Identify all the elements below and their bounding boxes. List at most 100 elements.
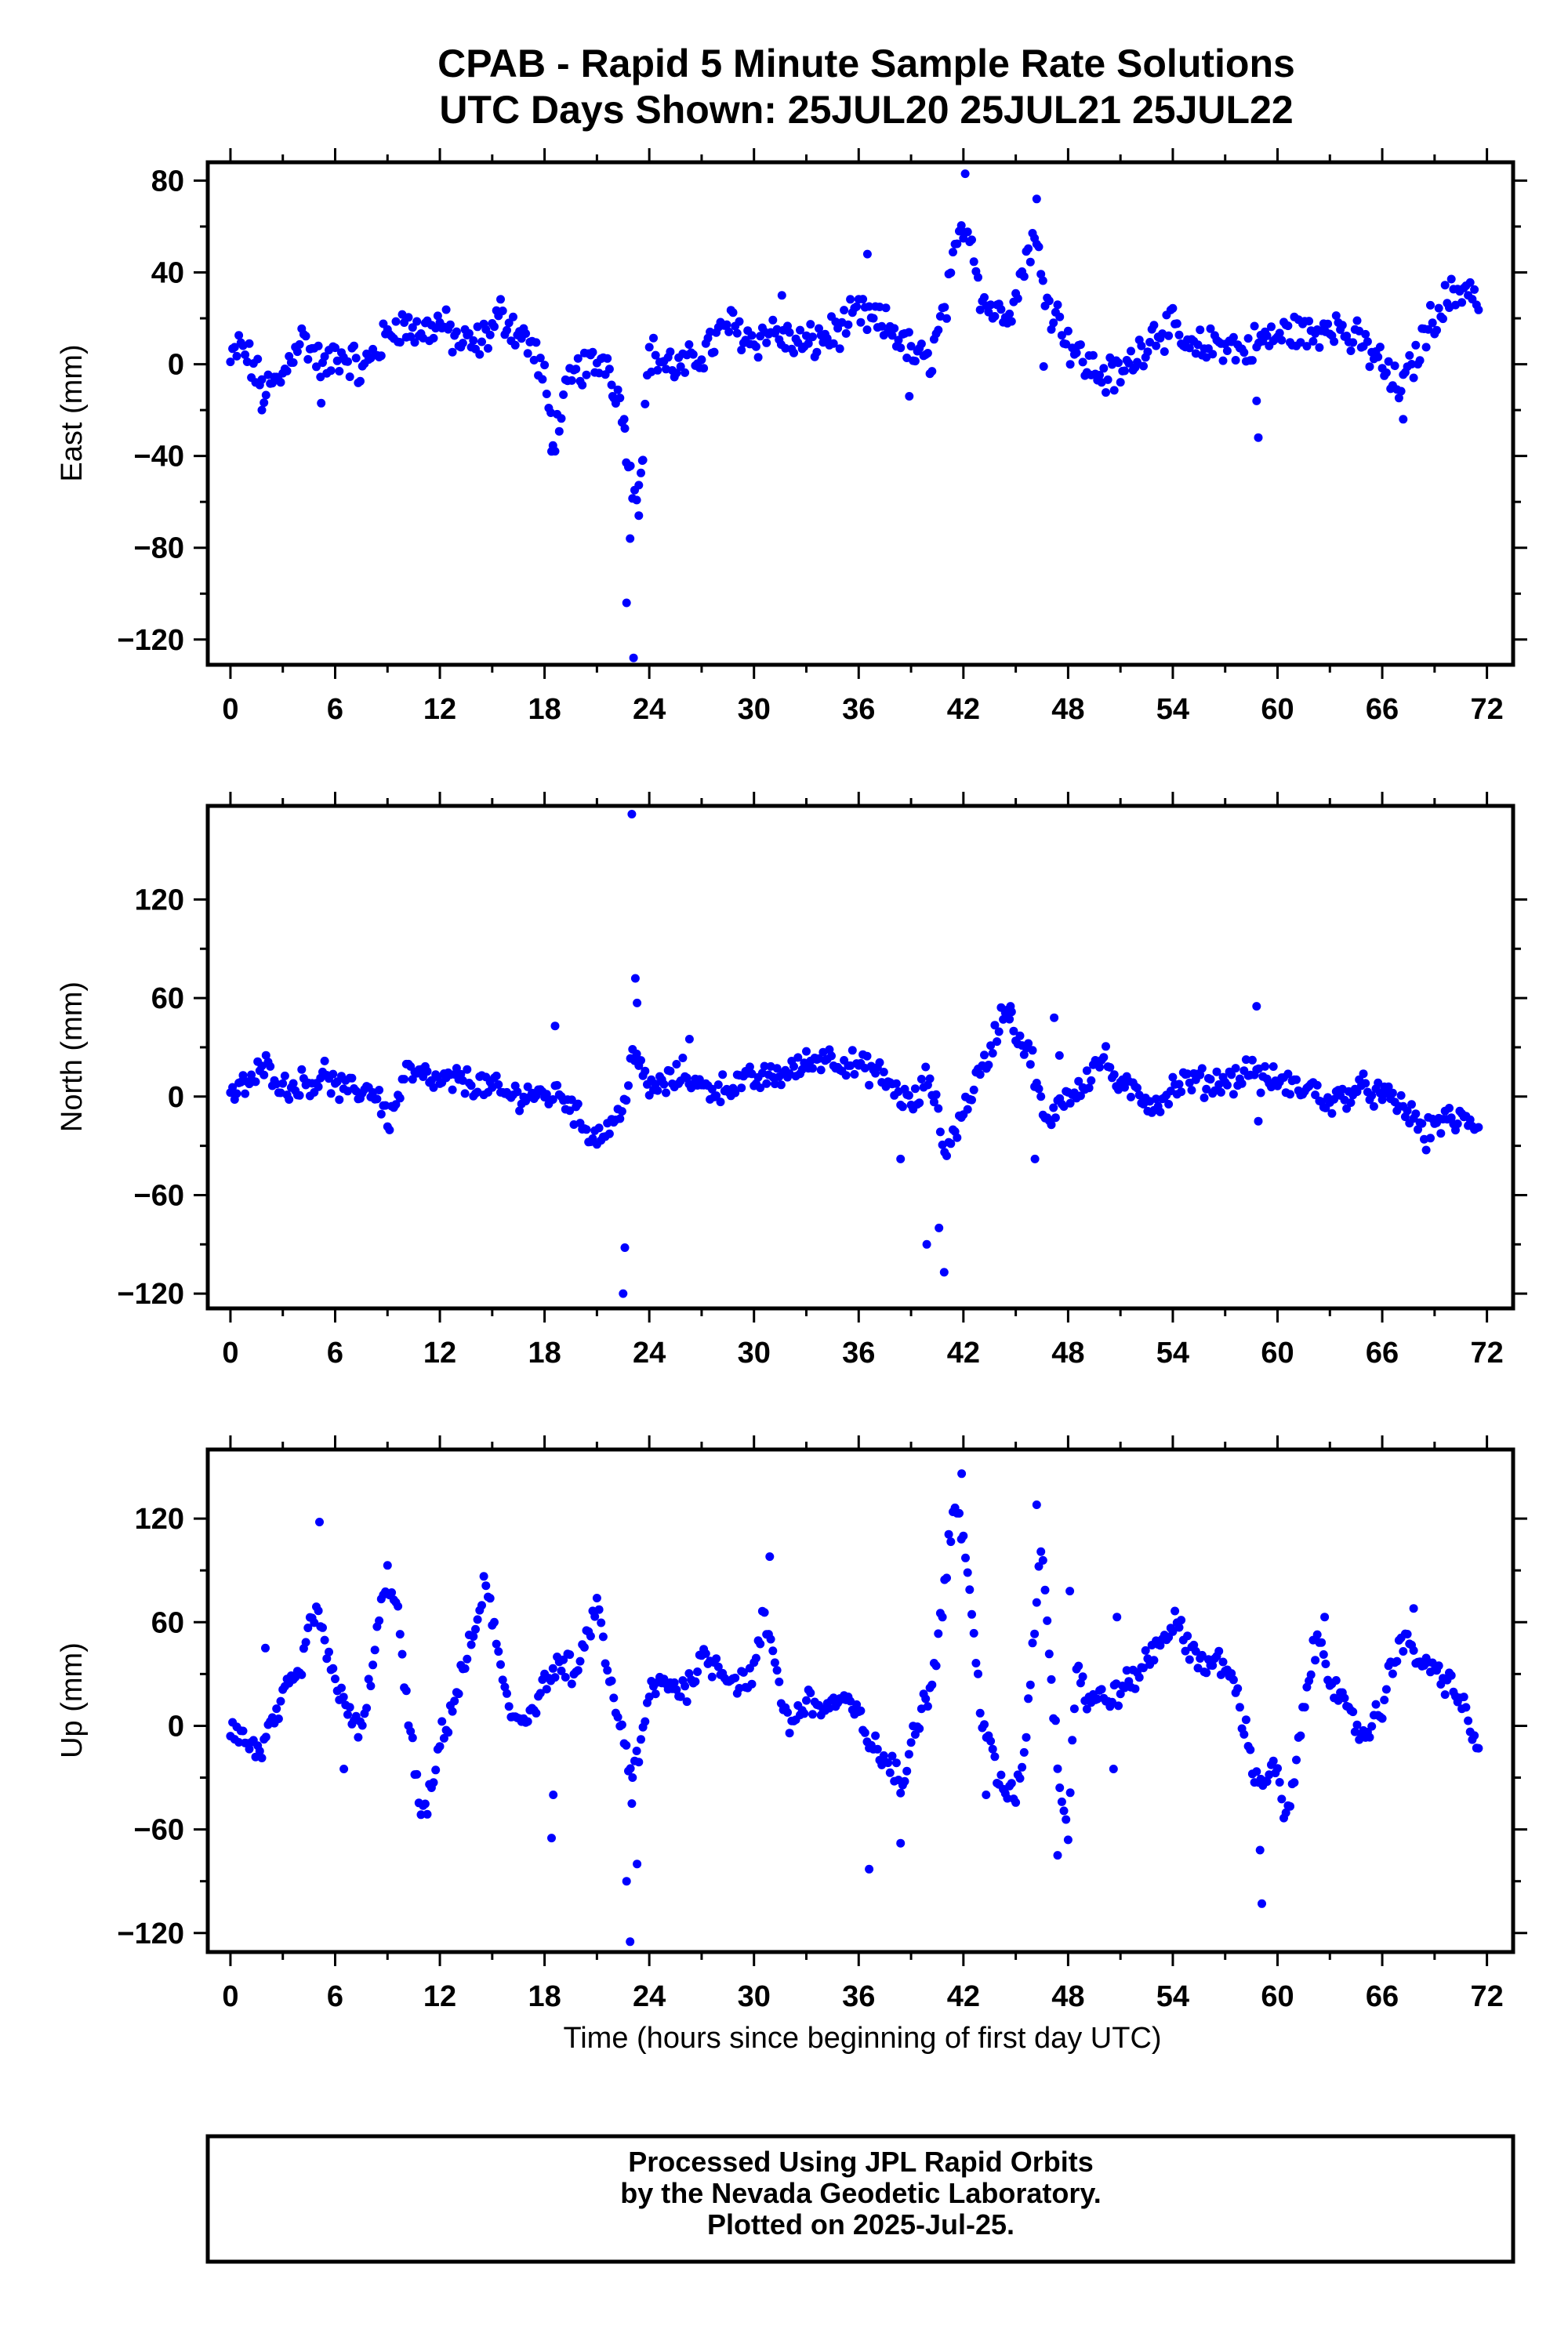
- data-point: [484, 343, 492, 353]
- data-point: [1134, 1673, 1144, 1682]
- data-point: [567, 1095, 576, 1105]
- data-point: [376, 1109, 386, 1119]
- data-point: [651, 1689, 660, 1699]
- data-point: [1174, 1079, 1184, 1089]
- data-point: [1072, 348, 1081, 357]
- data-point: [1024, 244, 1033, 253]
- data-point: [550, 1021, 560, 1031]
- data-point: [464, 328, 474, 338]
- data-point: [1168, 1072, 1178, 1082]
- data-point: [626, 461, 635, 470]
- data-point: [1120, 366, 1129, 376]
- data-point: [1200, 1093, 1209, 1102]
- data-point: [1103, 375, 1112, 384]
- data-point: [1453, 1119, 1462, 1128]
- data-point: [1095, 1062, 1104, 1072]
- data-point: [1024, 1039, 1033, 1048]
- data-point: [772, 1064, 782, 1073]
- data-point: [896, 343, 906, 353]
- x-tick-label: 42: [947, 1337, 980, 1370]
- data-point: [1306, 1670, 1316, 1679]
- data-point: [466, 1081, 476, 1090]
- data-point: [856, 317, 866, 327]
- data-point: [934, 1629, 943, 1638]
- data-point: [395, 1094, 405, 1103]
- data-point: [1183, 1631, 1192, 1641]
- data-point: [561, 1673, 570, 1682]
- data-point: [1044, 296, 1054, 306]
- data-point: [322, 1654, 332, 1664]
- data-point: [314, 1082, 323, 1091]
- data-point: [597, 1618, 606, 1627]
- data-point: [1095, 371, 1104, 379]
- data-point: [1384, 357, 1393, 366]
- data-point: [538, 375, 547, 384]
- data-point: [1074, 1661, 1083, 1671]
- y-tick-label: 120: [135, 1503, 184, 1536]
- data-point: [718, 1070, 728, 1079]
- data-point: [891, 1758, 901, 1768]
- data-point: [400, 1075, 409, 1084]
- data-point: [381, 1101, 390, 1110]
- data-point: [1348, 1707, 1358, 1717]
- data-point: [946, 268, 956, 278]
- data-point: [1152, 1094, 1161, 1104]
- data-point: [1231, 1064, 1240, 1073]
- data-point: [1109, 386, 1119, 395]
- x-tick-label: 30: [738, 1980, 771, 2013]
- data-point: [737, 346, 746, 354]
- data-point: [871, 1731, 880, 1740]
- data-point: [706, 327, 715, 336]
- data-point: [927, 1680, 937, 1689]
- data-point: [523, 1082, 532, 1091]
- data-point: [573, 354, 583, 363]
- data-point: [713, 1662, 723, 1671]
- data-point: [1038, 1555, 1047, 1565]
- data-point: [935, 1127, 945, 1137]
- data-point: [1127, 347, 1135, 356]
- data-point: [1005, 1014, 1014, 1024]
- data-point: [504, 1702, 514, 1711]
- data-point: [1003, 1794, 1012, 1803]
- data-point: [316, 372, 325, 382]
- data-point: [735, 317, 744, 326]
- data-point: [276, 1696, 285, 1706]
- data-point: [879, 1751, 888, 1760]
- data-point: [904, 1750, 913, 1759]
- data-point: [940, 303, 949, 312]
- data-point: [260, 1070, 269, 1079]
- y-tick-label: 40: [151, 256, 184, 289]
- data-point: [1099, 364, 1109, 373]
- plot-frame: [205, 1447, 1515, 1954]
- data-point: [452, 1064, 461, 1073]
- x-tick-label: 0: [222, 1337, 238, 1370]
- data-point: [481, 1581, 491, 1591]
- data-point: [634, 511, 644, 521]
- x-tick-label: 48: [1051, 1980, 1084, 2013]
- data-point: [944, 1529, 953, 1539]
- data-point: [1109, 1070, 1119, 1079]
- data-point: [986, 1041, 996, 1050]
- data-point: [1305, 317, 1314, 326]
- data-point: [858, 295, 868, 304]
- data-point: [1133, 357, 1142, 367]
- data-point: [622, 598, 631, 608]
- data-point: [949, 248, 957, 257]
- data-point: [1300, 1703, 1309, 1712]
- data-point: [953, 239, 962, 249]
- x-tick-label: 12: [423, 1337, 456, 1370]
- data-point: [1172, 319, 1181, 328]
- y-tick-label: −60: [134, 1814, 184, 1847]
- data-point: [339, 1693, 348, 1702]
- data-point: [975, 1708, 985, 1718]
- data-point: [253, 354, 263, 364]
- data-point: [681, 368, 690, 377]
- data-point: [975, 1070, 985, 1079]
- data-point: [1032, 1500, 1041, 1509]
- data-point: [681, 1682, 690, 1691]
- data-point: [332, 356, 342, 365]
- data-point: [641, 399, 650, 408]
- y-tick-label: 60: [151, 982, 184, 1015]
- data-point: [923, 349, 932, 357]
- data-point: [1445, 1104, 1454, 1112]
